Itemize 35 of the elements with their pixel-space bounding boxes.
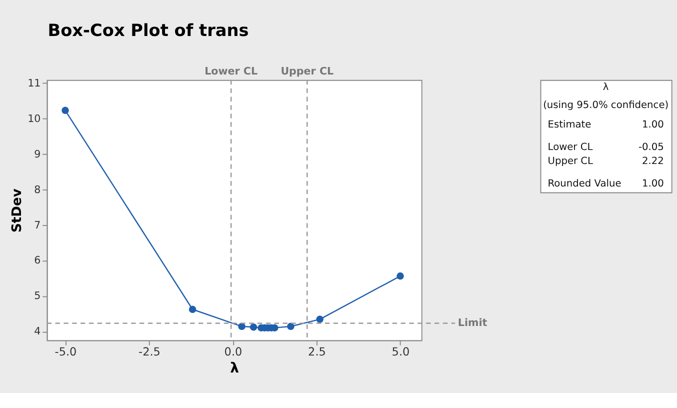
text: Upper CL xyxy=(548,156,594,168)
text: λ xyxy=(602,82,609,94)
x-tick-label: 0.0 xyxy=(224,346,242,359)
ref-line-label: Lower CL xyxy=(204,65,258,78)
y-tick-label: 6 xyxy=(34,254,41,267)
point xyxy=(62,106,69,114)
ref-line-label: Limit xyxy=(458,317,488,330)
x-axis-title: λ xyxy=(230,360,240,377)
text: 1.00 xyxy=(642,120,664,131)
y-tick-label: 10 xyxy=(28,112,41,125)
y-tick-label: 9 xyxy=(34,148,41,160)
text: -0.05 xyxy=(638,142,664,154)
x-tick-label: -5.0 xyxy=(54,346,77,359)
ref-line-label: Upper CL xyxy=(280,65,334,78)
text: Rounded Value xyxy=(548,178,622,190)
point xyxy=(287,322,294,330)
point xyxy=(250,323,258,331)
point xyxy=(316,316,324,323)
y-tick-label: 11 xyxy=(28,77,41,90)
x-tick-label: 5.0 xyxy=(392,346,410,359)
y-tick-label: 7 xyxy=(34,219,41,232)
text: Estimate xyxy=(548,120,592,131)
text: (using 95.0% confidence) xyxy=(543,100,669,112)
point xyxy=(188,306,196,313)
text: 1.00 xyxy=(642,178,664,190)
text: Lower CL xyxy=(548,142,594,154)
y-axis-title: StDev xyxy=(10,188,26,233)
y-tick-label: 4 xyxy=(34,326,41,338)
chart-title: Box-Cox Plot of trans xyxy=(48,20,249,40)
x-tick-label: 2.5 xyxy=(308,346,326,359)
y-tick-label: 5 xyxy=(34,290,41,302)
x-tick-label: -2.5 xyxy=(138,346,160,359)
y-tick-label: 8 xyxy=(34,184,41,196)
text: 2.22 xyxy=(642,156,664,168)
point xyxy=(396,272,404,280)
